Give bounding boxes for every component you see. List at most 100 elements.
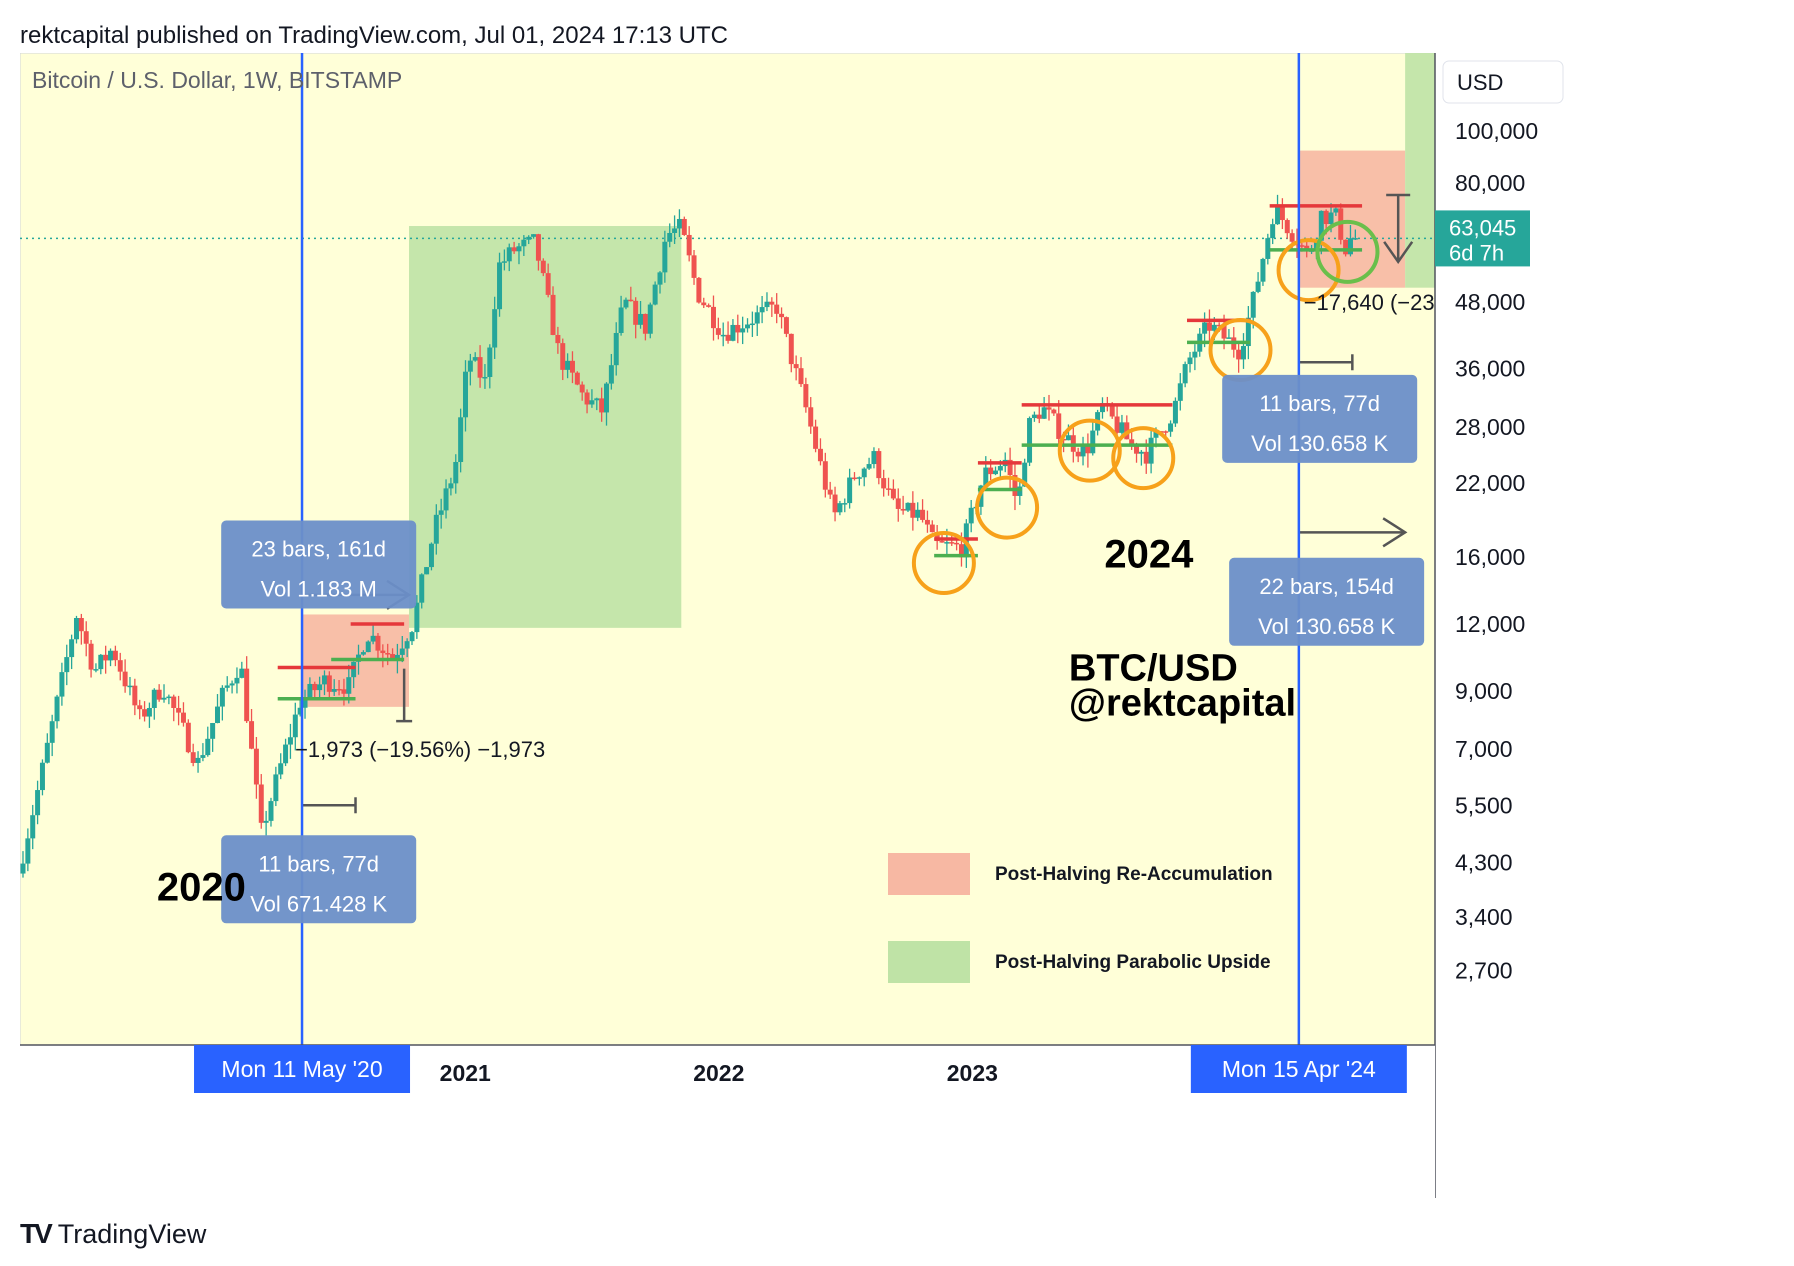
price-tick-label: 12,000 xyxy=(1455,611,1525,637)
candle-body xyxy=(78,618,84,632)
candle-body xyxy=(492,309,498,348)
candle-body xyxy=(482,376,488,379)
highlight-circle xyxy=(1276,238,1341,303)
currency-button[interactable] xyxy=(1442,60,1564,104)
candle-body xyxy=(399,648,405,655)
candle-body xyxy=(1022,462,1028,487)
candle-body xyxy=(1270,224,1276,239)
candle-body xyxy=(993,470,999,475)
candle-body xyxy=(676,218,682,229)
candle-body xyxy=(628,299,634,302)
candle-body xyxy=(370,635,376,642)
candle-body xyxy=(667,232,673,242)
drawdown-arrow-head xyxy=(1383,241,1414,265)
candle-body xyxy=(1085,446,1091,454)
candle-body xyxy=(258,784,264,823)
candle-body xyxy=(988,467,994,475)
candle-body xyxy=(205,738,211,756)
candle-body xyxy=(453,461,459,484)
candle-body xyxy=(64,657,70,673)
candle-body xyxy=(176,707,182,713)
candle-body xyxy=(861,468,867,478)
candle-body xyxy=(900,508,906,511)
candle-body xyxy=(720,334,726,337)
candle-body xyxy=(1275,206,1281,225)
candle-body xyxy=(905,502,911,511)
candle-body xyxy=(531,234,537,237)
candle-body xyxy=(239,668,245,678)
candle-body xyxy=(769,301,775,305)
measure-info-volume: Vol 1.183 M xyxy=(261,576,377,601)
candle-body xyxy=(142,709,148,717)
candle-body xyxy=(1099,403,1105,413)
candle-body xyxy=(890,488,896,499)
price-tick-label: 80,000 xyxy=(1455,170,1525,196)
candle-body xyxy=(229,683,235,686)
candle-body xyxy=(681,218,687,235)
chart-area[interactable]: 23 bars, 161d Vol 1.183 M 11 bars, 77d Vol … xyxy=(20,53,1779,1198)
candle-body xyxy=(215,706,221,724)
candle-body xyxy=(44,742,50,763)
candle-body xyxy=(1172,400,1178,424)
time-tick-label: 2023 xyxy=(947,1060,998,1086)
candle-body xyxy=(623,299,629,308)
candle-body xyxy=(438,510,444,515)
candle-body xyxy=(842,503,848,505)
candle-body xyxy=(604,383,610,413)
candle-body xyxy=(1221,325,1227,339)
candle-body xyxy=(1012,475,1018,496)
last-price-value: 63,045 xyxy=(1449,215,1516,240)
time-tick-label: 2021 xyxy=(440,1060,491,1086)
price-tick-label: 16,000 xyxy=(1455,544,1525,570)
measure-info-box xyxy=(221,520,417,609)
candle-body xyxy=(647,304,653,334)
candle-body xyxy=(774,304,780,314)
candle-body xyxy=(817,448,823,462)
candle-body xyxy=(88,643,94,670)
candle-body xyxy=(574,372,580,385)
candle-body xyxy=(1046,407,1052,410)
candle-body xyxy=(20,863,26,874)
candle-body xyxy=(638,313,644,325)
measure-label: −1,973 (−19.56%) −1,973 xyxy=(295,737,545,762)
candle-body xyxy=(312,683,318,691)
candle-body xyxy=(516,246,522,252)
candle-body xyxy=(302,697,308,708)
candle-body xyxy=(472,357,478,361)
candle-body xyxy=(754,312,760,324)
candle-body xyxy=(560,343,566,370)
candle-body xyxy=(696,277,702,303)
candle-body xyxy=(477,357,483,378)
candle-body xyxy=(715,328,721,335)
shaded-zone xyxy=(409,226,682,628)
candle-body xyxy=(1065,435,1071,441)
candle-body xyxy=(1041,407,1047,419)
candle-body xyxy=(1328,212,1334,225)
candle-body xyxy=(540,260,546,274)
candle-body xyxy=(39,762,45,791)
candle-body xyxy=(1279,206,1285,221)
candle-body xyxy=(73,618,79,640)
publish-info: rektcapital published on TradingView.com… xyxy=(20,22,728,49)
btc-weekly-chart[interactable]: 23 bars, 161d Vol 1.183 M 11 bars, 77d Vol … xyxy=(20,53,1779,1198)
price-tick-label: 48,000 xyxy=(1455,289,1525,315)
candle-body xyxy=(983,467,989,486)
candle-body xyxy=(49,721,55,743)
candle-body xyxy=(866,464,872,469)
candle-body xyxy=(336,689,342,691)
candle-body xyxy=(608,365,614,384)
candle-body xyxy=(555,334,561,344)
candle-body xyxy=(385,653,391,655)
candle-body xyxy=(569,360,575,373)
candle-body xyxy=(1080,446,1086,457)
legend-swatch xyxy=(888,941,970,983)
candle-body xyxy=(292,714,298,738)
price-tick-label: 100,000 xyxy=(1455,118,1538,144)
candle-body xyxy=(1143,451,1149,464)
candle-body xyxy=(535,234,541,261)
candle-body xyxy=(856,477,862,479)
candle-body xyxy=(1129,439,1135,444)
candle-body xyxy=(180,712,186,723)
measure-info-box xyxy=(1229,557,1425,646)
halving-date-tag xyxy=(194,1045,411,1093)
